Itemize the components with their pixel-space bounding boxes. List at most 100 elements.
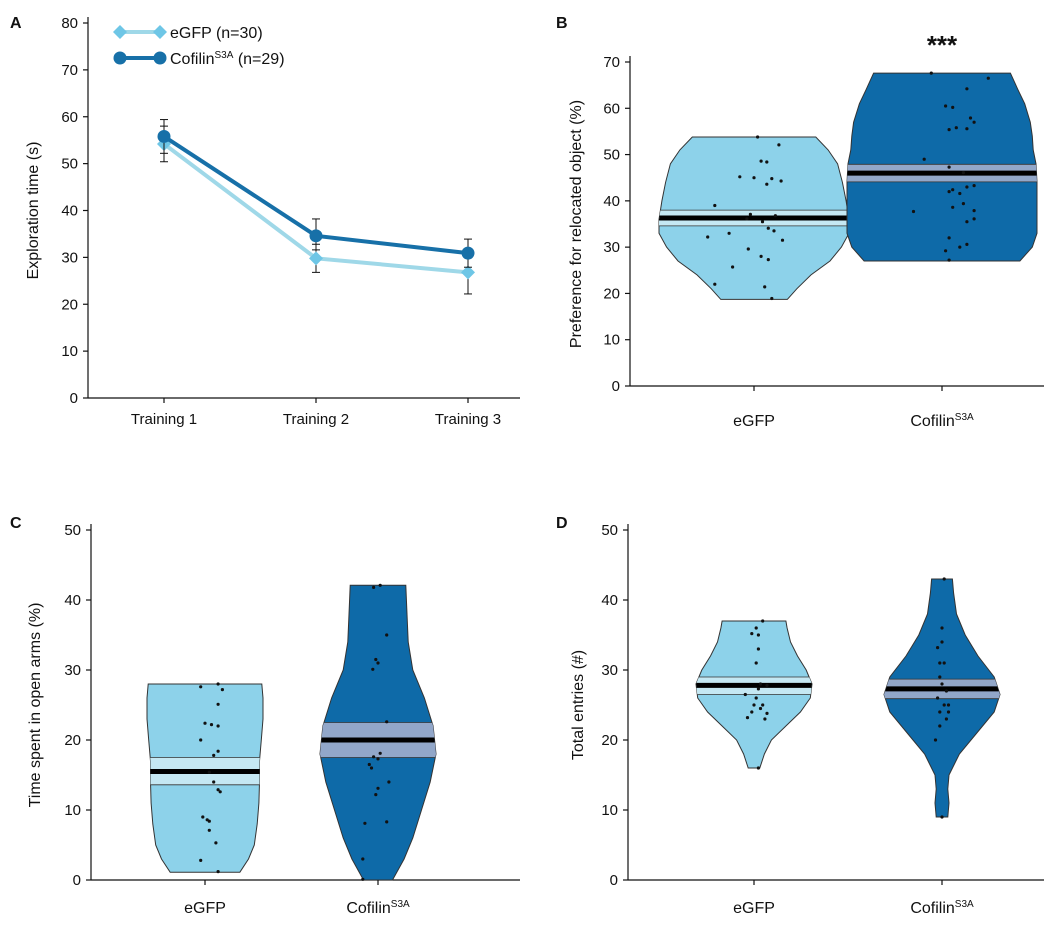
legend-entry: eGFP (n=30): [113, 25, 263, 42]
data-point: [942, 577, 946, 581]
data-point: [756, 687, 761, 691]
data-point: [779, 179, 783, 183]
data-point: [947, 190, 951, 194]
data-point: [218, 790, 222, 794]
data-point: [766, 258, 770, 262]
data-point: [216, 702, 220, 706]
data-point: [944, 104, 948, 108]
data-point: [911, 209, 916, 214]
data-point: [376, 786, 380, 790]
y-tick-label: 50: [603, 147, 620, 164]
data-point: [727, 231, 731, 235]
data-point: [376, 661, 380, 665]
y-tick-label: 10: [601, 802, 618, 819]
panel-d: D 0 10 20 30 40 50 Total entries (#) eGFP Cofilin…: [556, 515, 1044, 917]
y-tick-label: 10: [603, 332, 620, 349]
data-point: [958, 245, 962, 249]
data-point: [761, 703, 765, 707]
data-point: [756, 766, 761, 770]
panel-label: B: [556, 15, 568, 32]
data-point: [207, 819, 211, 823]
data-point: [745, 217, 749, 221]
y-tick-label: 30: [601, 662, 618, 679]
y-tick-label: 50: [61, 156, 78, 173]
violin-inner: [147, 757, 263, 786]
data-point: [754, 696, 758, 700]
data-point: [961, 171, 966, 175]
y-tick-label: 40: [61, 203, 78, 220]
data-point: [216, 724, 220, 728]
data-point: [758, 706, 763, 711]
data-point: [738, 175, 742, 179]
x-tick-label: CofilinS3A: [910, 412, 974, 430]
data-point: [944, 249, 948, 253]
data-point: [940, 626, 944, 630]
y-tick-label: 0: [70, 390, 78, 407]
legend-marker: [153, 51, 167, 65]
data-point: [369, 766, 374, 770]
data-point: [773, 214, 778, 218]
data-point: [212, 753, 216, 758]
data-point: [942, 661, 946, 665]
data-point: [756, 647, 761, 651]
data-point: [961, 202, 966, 206]
y-tick-label: 40: [64, 592, 81, 609]
y-tick-label: 50: [64, 522, 81, 539]
data-point: [752, 703, 756, 707]
data-point: [759, 159, 763, 163]
data-point: [938, 724, 942, 728]
data-point: [385, 633, 389, 637]
data-point: [936, 696, 940, 700]
data-point: [947, 258, 951, 262]
x-tick-label: eGFP: [733, 413, 775, 430]
panel-label: C: [10, 515, 22, 532]
data-point: [385, 720, 389, 724]
x-tick-label: Training 1: [131, 411, 197, 428]
data-point: [759, 254, 763, 258]
data-point: [363, 821, 367, 825]
legend-marker: [153, 25, 167, 39]
y-tick-label: 30: [64, 662, 81, 679]
data-point: [761, 619, 765, 623]
violin-inner: [320, 722, 436, 758]
data-point: [965, 220, 969, 224]
data-point: [986, 76, 990, 80]
data-point: [772, 229, 776, 233]
violin-inner: [884, 678, 1000, 700]
data-point: [745, 716, 750, 720]
panel-c: C 0 10 20 30 40 50 Time spent in open arms (%) e…: [10, 515, 520, 917]
panel-label: D: [556, 515, 568, 532]
data-point: [713, 282, 717, 286]
data-point: [216, 682, 220, 686]
legend-marker: [113, 51, 127, 65]
data-point: [361, 857, 365, 861]
data-point: [207, 828, 211, 832]
data-point: [763, 285, 767, 289]
legend-label: CofilinS3A (n=29): [170, 50, 285, 68]
data-point: [371, 667, 375, 671]
violin-0: [695, 619, 813, 770]
data-point: [706, 235, 710, 239]
data-point: [199, 858, 203, 863]
violin-1: [883, 577, 1001, 819]
data-point: [946, 710, 951, 714]
data-point: [780, 238, 785, 242]
data-point: [942, 703, 946, 707]
panel-label: A: [10, 15, 22, 32]
violin-inner: [847, 163, 1037, 183]
violin-1: [846, 71, 1038, 262]
y-tick-label: 30: [603, 239, 620, 256]
data-point: [754, 661, 758, 665]
legend-marker: [113, 25, 127, 39]
panel-b: B 0 10 20 30 40 50 60 70 Preference for relocated…: [556, 15, 1044, 430]
x-tick-label: CofilinS3A: [910, 899, 974, 917]
data-point: [731, 265, 735, 269]
data-point: [965, 242, 969, 246]
data-point: [461, 246, 475, 260]
data-point: [765, 160, 769, 164]
y-tick-label: 0: [610, 872, 618, 889]
data-point: [752, 176, 756, 180]
violin-1: [319, 583, 437, 881]
y-tick-label: 30: [61, 249, 78, 266]
